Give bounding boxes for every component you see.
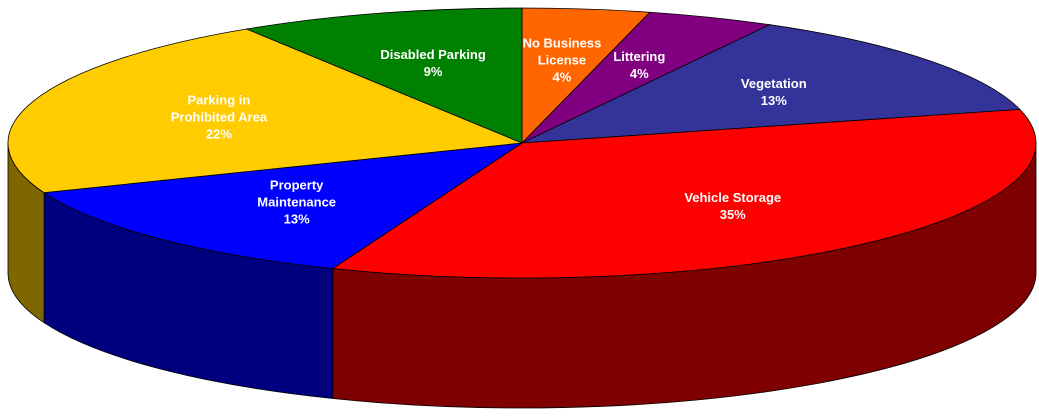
slice-label: Property Maintenance 13%	[242, 177, 352, 228]
slice-label: Vegetation 13%	[719, 75, 829, 109]
slice-percent: 13%	[760, 92, 787, 108]
pie-slice	[42, 142, 523, 269]
slice-percent: 9%	[423, 63, 443, 79]
pie-slice	[245, 7, 523, 144]
slice-label: No Business License 4%	[507, 34, 617, 85]
slice-name: No Business License	[522, 35, 602, 68]
slice-percent: 13%	[283, 211, 310, 227]
pie-slice	[7, 28, 523, 194]
slice-label: Parking in Prohibited Area 22%	[164, 92, 274, 143]
slice-label: Littering 4%	[584, 48, 694, 82]
slice-name: Parking in Prohibited Area	[170, 92, 268, 125]
pie-slice	[521, 24, 1021, 144]
slice-name: Disabled Parking	[380, 46, 486, 62]
slice-percent: 22%	[205, 126, 232, 142]
slice-name: Littering	[613, 49, 666, 65]
pie-slice	[331, 109, 1037, 279]
slice-label: Disabled Parking 9%	[378, 46, 488, 80]
slice-name: Property Maintenance	[257, 177, 337, 210]
slice-percent: 4%	[552, 69, 572, 85]
slice-name: Vegetation	[740, 75, 807, 91]
slice-percent: 4%	[629, 66, 649, 82]
slice-name: Vehicle Storage	[684, 189, 782, 205]
slice-percent: 35%	[719, 206, 746, 222]
slice-label: Vehicle Storage 35%	[678, 189, 788, 223]
